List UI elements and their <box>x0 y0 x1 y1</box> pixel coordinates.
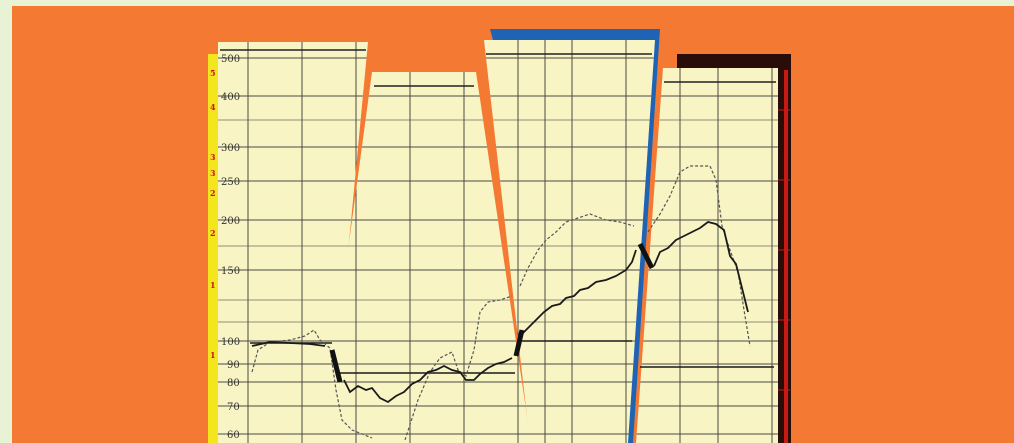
y-tick-300: 300 <box>221 143 240 154</box>
y-tick-80: 80 <box>227 378 240 389</box>
red-scale-label-3: 3 <box>210 152 216 162</box>
red-scale-label-5: 2 <box>210 188 216 198</box>
red-scale-label-1: 5 <box>210 68 216 78</box>
y-tick-400: 400 <box>221 92 240 103</box>
chart-panel-2 <box>322 72 531 443</box>
chart-panel-3 <box>484 40 655 443</box>
red-scale-label-4: 3 <box>210 168 216 178</box>
red-scale-label-7: 1 <box>210 280 216 290</box>
panel-top-edges <box>220 49 776 87</box>
red-scale-label-8: 1 <box>210 350 216 360</box>
yellow-scale-strip <box>208 54 218 443</box>
y-tick-90: 90 <box>227 360 240 371</box>
dashed-series-line <box>251 165 751 441</box>
y-tick-60: 60 <box>227 430 240 441</box>
chart-panel-4 <box>636 68 778 443</box>
solid-series-line <box>251 221 749 404</box>
red-scale-label-6: 2 <box>210 228 216 238</box>
y-tick-labels: 500 400 300 250 200 150 100 90 80 70 60 <box>221 54 240 441</box>
red-scale-label-2: 4 <box>210 102 216 112</box>
panel-connectors <box>329 242 655 383</box>
dark-band-red-edge <box>784 70 788 443</box>
y-tick-70: 70 <box>227 402 240 413</box>
y-tick-150: 150 <box>221 266 240 277</box>
y-tick-100: 100 <box>221 337 240 348</box>
dark-band-ticks <box>778 109 790 391</box>
y-tick-200: 200 <box>221 216 240 227</box>
y-tick-500: 500 <box>221 54 240 65</box>
y-tick-250: 250 <box>221 177 240 188</box>
